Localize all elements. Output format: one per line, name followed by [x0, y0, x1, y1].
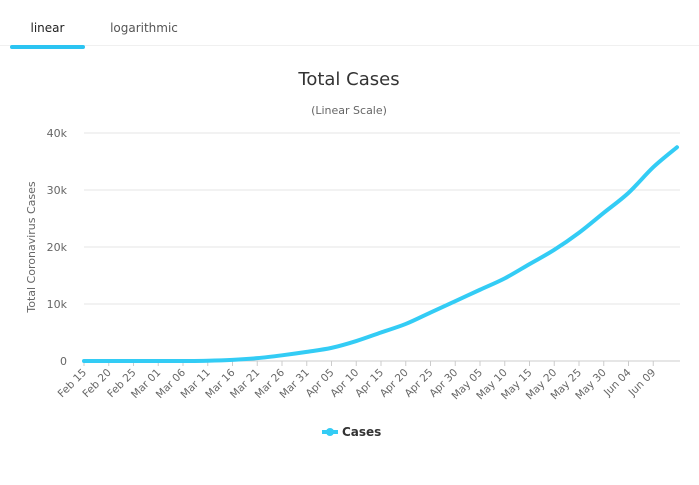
y-tick-label: 10k [47, 298, 68, 311]
chart-title: Total Cases [297, 69, 399, 90]
active-tab-indicator [10, 45, 85, 49]
y-tick-label: 30k [47, 184, 68, 197]
x-tick-label: Jun 09 [626, 367, 659, 400]
y-tick-label: 40k [47, 127, 68, 140]
tab-linear[interactable]: linear [30, 21, 65, 35]
legend[interactable]: Cases [322, 425, 381, 439]
legend-marker [326, 428, 334, 436]
x-tick-label: Jun 04 [601, 366, 634, 399]
series-line-cases [82, 145, 679, 363]
y-axis-ticks: 0 10k 20k 30k 40k [47, 127, 68, 368]
gridlines [84, 132, 680, 362]
tab-divider [0, 45, 699, 46]
tab-logarithmic[interactable]: logarithmic [110, 21, 178, 35]
y-tick-label: 0 [60, 355, 67, 368]
y-tick-label: 20k [47, 241, 68, 254]
tab-bar: linear logarithmic [0, 0, 699, 49]
legend-label: Cases [342, 425, 381, 439]
y-axis-label: Total Coronavirus Cases [25, 181, 38, 314]
chart-subtitle: (Linear Scale) [311, 104, 387, 117]
